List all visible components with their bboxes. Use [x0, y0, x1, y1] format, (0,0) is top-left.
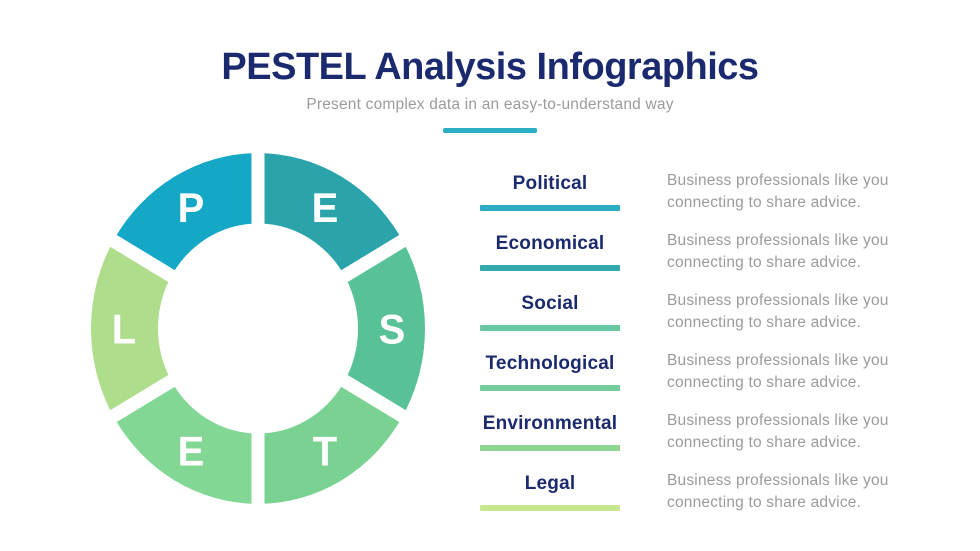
item-label: Legal	[524, 473, 576, 494]
title-accent-divider	[443, 128, 537, 133]
pestel-item-row: Legal Business professionals like you con…	[480, 468, 907, 528]
pestel-item-row: Environmental Business professionals like…	[480, 408, 907, 468]
item-underline-bar	[480, 205, 620, 211]
item-label-block: Environmental	[480, 408, 620, 468]
page-subtitle: Present complex data in an easy-to-under…	[306, 96, 674, 113]
item-description: Business professionals like you connecti…	[667, 292, 889, 331]
item-description: Business professionals like you connecti…	[667, 172, 889, 211]
item-label-block: Legal	[480, 468, 620, 528]
pestel-item-row: Social Business professionals like you co…	[480, 288, 907, 348]
donut-center-hole	[158, 223, 358, 434]
item-label-block: Technological	[480, 348, 620, 408]
item-label-block: Economical	[480, 228, 620, 288]
pestel-item-row: Economical Business professionals like yo…	[480, 228, 907, 288]
item-label: Technological	[485, 353, 615, 374]
donut-segment-letter: E	[178, 428, 205, 475]
item-description: Business professionals like you connecti…	[667, 472, 889, 511]
item-description: Business professionals like you connecti…	[667, 352, 889, 391]
item-underline-bar	[480, 445, 620, 451]
item-underline-bar	[480, 325, 620, 331]
page-title: PESTEL Analysis Infographics	[221, 46, 759, 88]
donut-segment-letter: P	[178, 184, 205, 231]
item-description: Business professionals like you connecti…	[667, 412, 889, 451]
item-underline-bar	[480, 265, 620, 271]
pestel-item-row: Political Business professionals like you…	[480, 168, 907, 228]
item-description: Business professionals like you connecti…	[667, 232, 889, 271]
item-label: Political	[512, 173, 588, 194]
donut-chart-icon: P E S T E L	[90, 150, 426, 507]
pestel-items-list: Political Business professionals like you…	[480, 168, 907, 528]
donut-segment-letter: E	[312, 184, 339, 231]
item-underline-bar	[480, 505, 620, 511]
item-label: Environmental	[482, 413, 618, 434]
pestel-donut-diagram: P E S T E L	[88, 150, 428, 507]
donut-segment-letter: S	[379, 306, 406, 353]
item-label: Economical	[495, 233, 605, 254]
item-label-block: Political	[480, 168, 620, 228]
item-underline-bar	[480, 385, 620, 391]
pestel-item-row: Technological Business professionals like…	[480, 348, 907, 408]
item-label: Social	[521, 293, 579, 314]
donut-segment-letter: L	[112, 306, 136, 353]
item-label-block: Social	[480, 288, 620, 348]
donut-segment-letter: T	[313, 428, 337, 475]
